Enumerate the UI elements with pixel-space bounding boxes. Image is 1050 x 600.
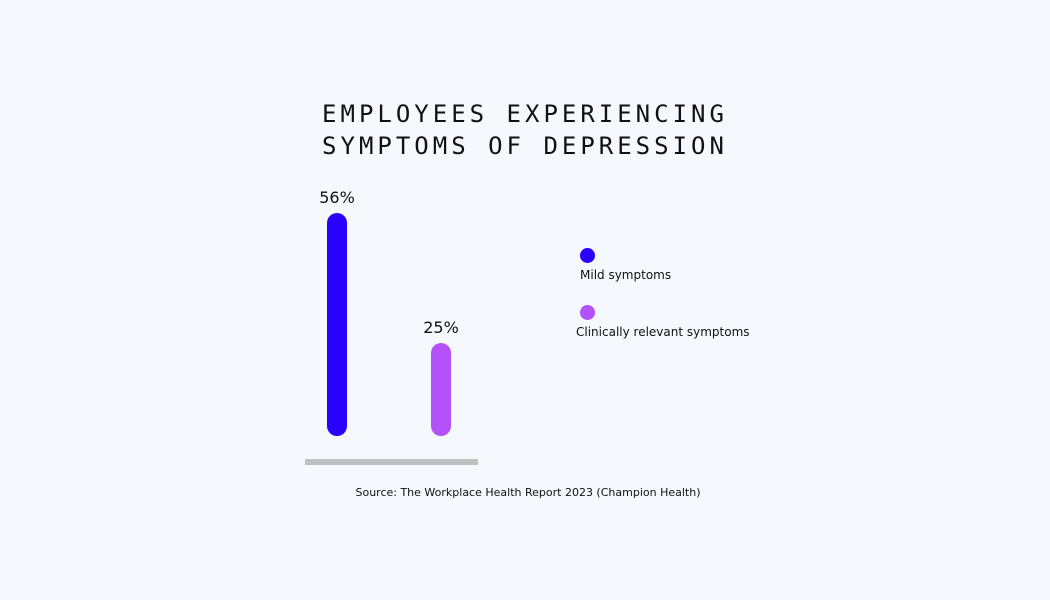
data-label-clinical: 25% (423, 318, 459, 337)
source-note: Source: The Workplace Health Report 2023… (355, 486, 701, 499)
baseline (305, 459, 478, 465)
legend-dot-mild (580, 248, 595, 263)
bar-mild (327, 213, 347, 436)
chart-title: EMPLOYEES EXPERIENCING SYMPTOMS OF DEPRE… (300, 98, 750, 162)
legend-label-clinical: Clinically relevant symptoms (576, 325, 750, 339)
legend-dot-clinical (580, 305, 595, 320)
data-label-mild: 56% (319, 188, 355, 207)
legend-label-mild: Mild symptoms (580, 268, 672, 282)
title-line-2: SYMPTOMS OF DEPRESSION (322, 132, 728, 160)
title-line-1: EMPLOYEES EXPERIENCING (322, 100, 728, 128)
bar-clinical (431, 343, 451, 436)
